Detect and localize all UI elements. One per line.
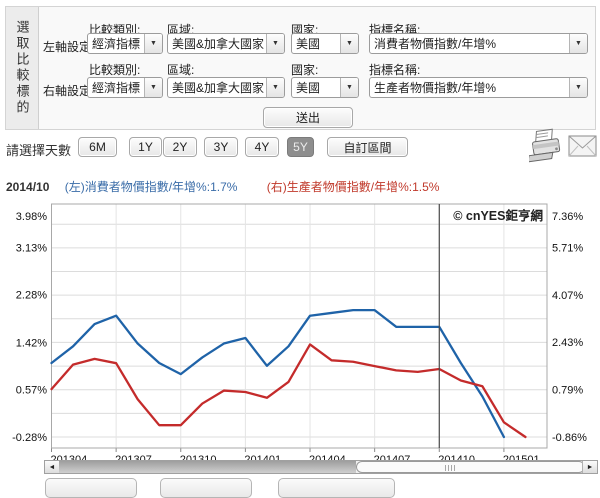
x-tick-label: 201410 (438, 454, 475, 463)
left-region-select[interactable]: 美國&加拿大國家 ▼ (167, 33, 285, 54)
x-tick-label: 201404 (309, 454, 346, 463)
indicator-label-right: 指標名稱: (369, 63, 421, 77)
panel-side-label: 選取比較標的 (6, 7, 39, 129)
left-axis-label: -0.28% (12, 432, 47, 444)
x-tick-label: 201304 (51, 454, 88, 463)
watermark-text: © cnYES鉅亨網 (453, 208, 543, 223)
country-label-right: 國家: (291, 63, 319, 77)
price-index-line-chart[interactable]: 201304 201307 201310 201401 201404 201407 2014… (0, 195, 600, 463)
chevron-down-icon[interactable]: ▼ (340, 78, 358, 97)
right-region-value: 美國&加拿大國家 (172, 81, 265, 95)
right-axis-label: 7.36% (552, 211, 583, 223)
left-indicator-select[interactable]: 消費者物價指數/年增% ▼ (369, 33, 588, 54)
chart-scrollbar[interactable]: ◄ ► (44, 460, 598, 474)
scroll-left-icon[interactable]: ◄ (45, 461, 60, 473)
right-category-select[interactable]: 經濟指標 ▼ (87, 77, 163, 98)
clipped-button-3[interactable] (278, 478, 395, 498)
left-country-value: 美國 (296, 37, 321, 51)
left-category-value: 經濟指標 (92, 37, 141, 51)
range-button-5Y[interactable]: 5Y (287, 137, 314, 157)
right-series-line (50, 343, 527, 439)
left-category-select[interactable]: 經濟指標 ▼ (87, 33, 163, 54)
left-axis-label: 0.57% (16, 385, 47, 397)
x-tick-label: 201310 (180, 454, 217, 463)
legend-left-series: (左)消費者物價指數/年增%:1.7% (64, 180, 238, 194)
plot-border (51, 203, 548, 449)
range-button-3Y[interactable]: 3Y (204, 137, 238, 157)
x-tick-label: 201501 (503, 454, 540, 463)
left-region-value: 美國&加拿大國家 (172, 37, 265, 51)
scrollbar-track-filled[interactable] (59, 461, 356, 473)
legend-date: 2014/10 (6, 180, 50, 194)
email-button[interactable] (568, 134, 597, 163)
right-axis-setting-label: 右軸設定: (43, 84, 95, 98)
range-button-6M[interactable]: 6M (78, 137, 117, 157)
right-axis-label: 2.43% (552, 337, 583, 349)
right-indicator-select[interactable]: 生產者物價指數/年增% ▼ (369, 77, 588, 98)
app-root: 選取比較標的 比較類別: 區域: 國家: 指標名稱: 左軸設定: 經濟指標 ▼ … (0, 6, 600, 498)
x-tick-label: 201407 (374, 454, 411, 463)
select-days-label: 請選擇天數 (6, 143, 72, 158)
legend-right-series: (右)生產者物價指數/年增%:1.5% (266, 180, 440, 194)
left-indicator-value: 消費者物價指數/年增% (374, 37, 497, 51)
range-button-4Y[interactable]: 4Y (245, 137, 279, 157)
x-tick-label: 201307 (115, 454, 152, 463)
x-tick-label: 201401 (244, 454, 281, 463)
scroll-right-icon[interactable]: ► (582, 461, 597, 473)
scrollbar-thumb[interactable] (356, 461, 585, 473)
left-series-line (50, 309, 506, 439)
print-button[interactable] (527, 128, 567, 169)
right-category-value: 經濟指標 (92, 81, 141, 95)
clipped-button-2[interactable] (160, 478, 252, 498)
submit-button[interactable]: 送出 (263, 107, 353, 128)
left-axis-setting-label: 左軸設定: (43, 40, 95, 54)
range-button-自訂區間[interactable]: 自訂區間 (327, 137, 408, 157)
range-button-2Y[interactable]: 2Y (163, 137, 197, 157)
chart-legend: 2014/10 (左)消費者物價指數/年增%:1.7% (右)生產者物價指數/年… (6, 178, 439, 195)
chevron-down-icon[interactable]: ▼ (569, 78, 587, 97)
printer-icon (527, 128, 561, 163)
range-button-1Y[interactable]: 1Y (129, 137, 162, 157)
right-indicator-value: 生產者物價指數/年增% (374, 81, 497, 95)
chevron-down-icon[interactable]: ▼ (266, 78, 284, 97)
mail-icon (568, 135, 597, 157)
chevron-down-icon[interactable]: ▼ (266, 34, 284, 53)
left-axis-label: 3.98% (16, 211, 47, 223)
right-axis-label: 4.07% (552, 290, 583, 302)
right-country-value: 美國 (296, 81, 321, 95)
category-label-right: 比較類別: (89, 63, 141, 77)
left-axis-label: 3.13% (16, 242, 47, 254)
left-axis-label: 1.42% (16, 337, 47, 349)
left-country-select[interactable]: 美國 ▼ (291, 33, 359, 54)
region-label-right: 區域: (167, 63, 195, 77)
right-region-select[interactable]: 美國&加拿大國家 ▼ (167, 77, 285, 98)
right-axis-label: 5.71% (552, 243, 583, 255)
chevron-down-icon[interactable]: ▼ (340, 34, 358, 53)
scrollbar-grip (445, 465, 457, 471)
right-axis-label: 0.79% (552, 384, 583, 396)
clipped-button-1[interactable] (45, 478, 137, 498)
chevron-down-icon[interactable]: ▼ (569, 34, 587, 53)
right-axis-label: -0.86% (552, 432, 587, 444)
side-label-text: 選取比較標的 (14, 20, 30, 116)
chevron-down-icon[interactable]: ▼ (144, 78, 162, 97)
right-country-select[interactable]: 美國 ▼ (291, 77, 359, 98)
left-axis-label: 2.28% (16, 290, 47, 302)
chevron-down-icon[interactable]: ▼ (144, 34, 162, 53)
